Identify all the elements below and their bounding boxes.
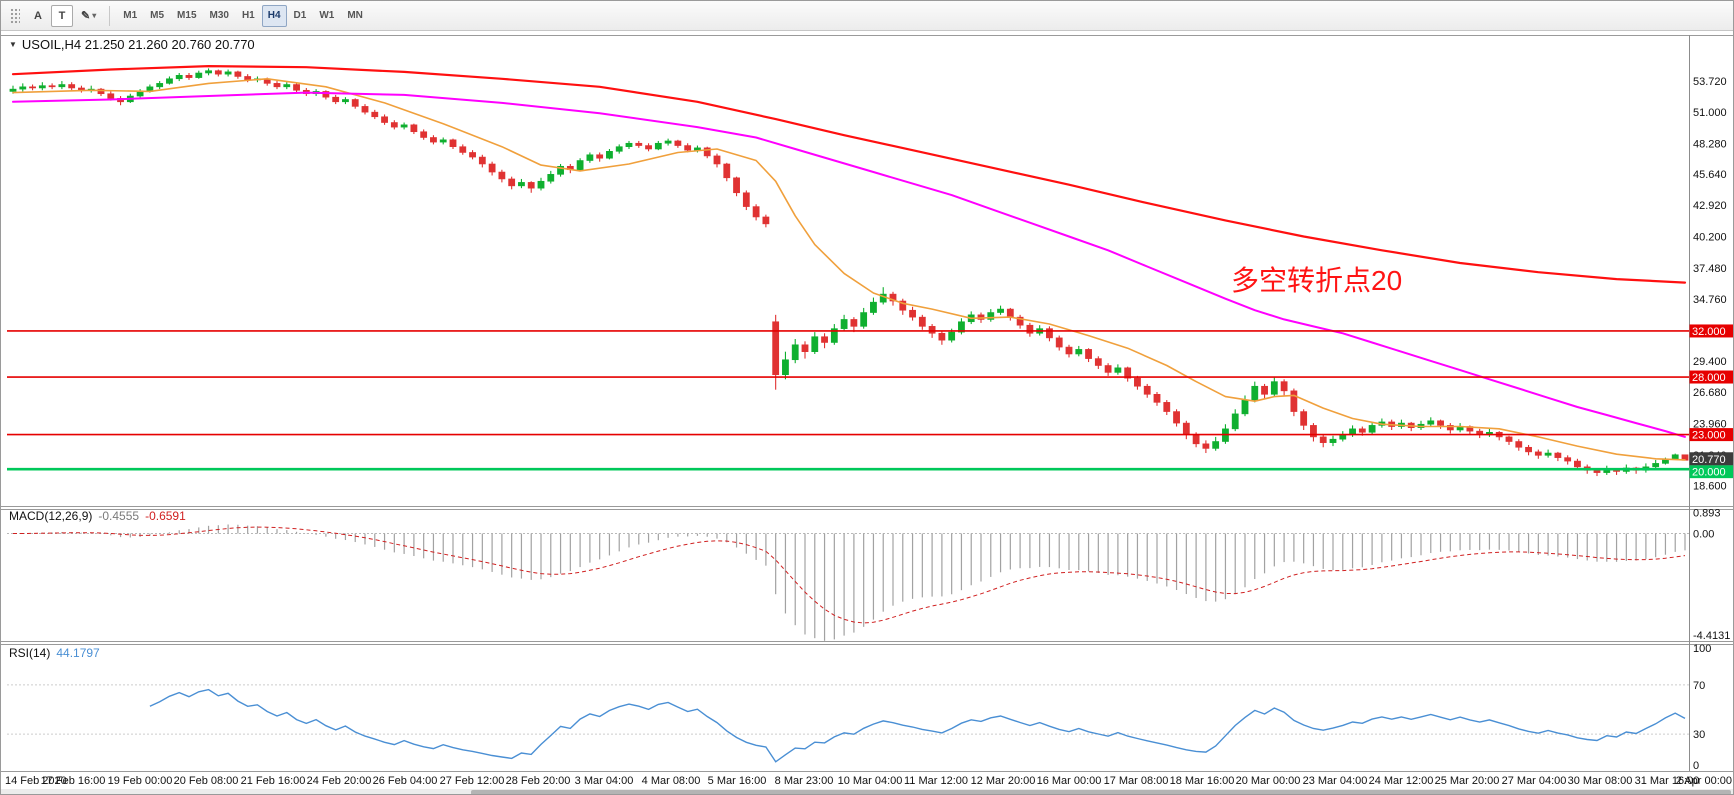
x-axis-label: 30 Mar 08:00 — [1568, 775, 1633, 787]
x-axis-label: 21 Feb 16:00 — [241, 775, 306, 787]
svg-text:40.200: 40.200 — [1693, 232, 1727, 244]
x-axis-label: 3 Mar 04:00 — [575, 775, 634, 787]
svg-text:48.280: 48.280 — [1693, 138, 1727, 150]
x-axis-label: 25 Mar 20:00 — [1435, 775, 1500, 787]
x-axis-label: 18 Mar 16:00 — [1170, 775, 1235, 787]
h-scrollbar-thumb[interactable] — [471, 790, 1731, 795]
text-tool-button[interactable]: T — [51, 4, 73, 27]
svg-text:26.680: 26.680 — [1693, 387, 1727, 399]
timeframe-button-m1[interactable]: M1 — [117, 5, 143, 27]
x-axis-label: 19 Feb 00:00 — [108, 775, 173, 787]
x-axis-label: 11 Mar 12:00 — [904, 775, 968, 787]
x-axis-label: 26 Feb 04:00 — [373, 775, 438, 787]
x-axis-label: 24 Feb 20:00 — [307, 775, 372, 787]
x-axis-label: 5 Mar 16:00 — [708, 775, 767, 787]
timeframe-button-w1[interactable]: W1 — [313, 5, 340, 27]
toolbar-grip-handle[interactable] — [10, 7, 20, 24]
macd-signal-line — [13, 526, 1686, 624]
timeframe-button-m5[interactable]: M5 — [144, 5, 170, 27]
candlestick-series — [9, 68, 1689, 477]
current-price-tag: 20.770 — [1689, 452, 1733, 466]
svg-text:37.480: 37.480 — [1693, 263, 1727, 275]
timeframe-button-h4[interactable]: H4 — [261, 4, 287, 27]
timeframe-button-m30[interactable]: M30 — [204, 5, 235, 27]
x-axis-label: 27 Mar 04:00 — [1502, 775, 1567, 787]
ma-slow-line — [11, 65, 1687, 284]
toolbar-separator — [109, 5, 111, 26]
svg-text:23.960: 23.960 — [1693, 419, 1727, 431]
x-axis-label: 31 Mar 16:00 — [1635, 775, 1700, 787]
svg-text:42.920: 42.920 — [1693, 200, 1727, 212]
svg-text:32.000: 32.000 — [1692, 326, 1726, 338]
svg-text:51.000: 51.000 — [1693, 107, 1727, 119]
x-axis-label: 10 Mar 04:00 — [838, 775, 903, 787]
svg-text:100: 100 — [1693, 643, 1711, 655]
timeframe-button-m15[interactable]: M15 — [171, 5, 202, 27]
x-axis-label: 8 Mar 23:00 — [775, 775, 834, 787]
svg-text:29.400: 29.400 — [1693, 356, 1727, 368]
x-axis-label: 20 Mar 00:00 — [1236, 775, 1301, 787]
svg-text:18.600: 18.600 — [1693, 480, 1727, 492]
price-tag-32.000: 32.000 — [1689, 324, 1733, 338]
svg-text:23.000: 23.000 — [1692, 430, 1726, 442]
chart-window: 53.720 51.000 48.280 45.640 42.920 40.200 37.4… — [1, 31, 1734, 795]
rsi-line — [149, 688, 1686, 763]
svg-text:20.000: 20.000 — [1692, 467, 1726, 479]
rsi-axis-labels: 100 70 30 0 — [1693, 643, 1711, 772]
x-axis-label: 4 Mar 08:00 — [642, 775, 701, 787]
pencil-icon: ✎ — [81, 10, 91, 22]
annotation-text[interactable]: 多空转折点20 — [1231, 265, 1403, 296]
x-axis-label: 24 Mar 12:00 — [1369, 775, 1434, 787]
x-axis-label: 27 Feb 12:00 — [440, 775, 505, 787]
svg-text:30: 30 — [1693, 729, 1705, 741]
svg-text:0.893: 0.893 — [1693, 508, 1721, 520]
timeframe-button-h1[interactable]: H1 — [236, 5, 261, 27]
main-toolbar: A T ✎ ▾ M1 M5 M15 M30 H1 H4 D1 W1 MN — [1, 1, 1733, 31]
x-axis-label: 20 Feb 08:00 — [174, 775, 239, 787]
price-tag-23.000: 23.000 — [1689, 428, 1733, 442]
svg-text:0.00: 0.00 — [1693, 529, 1714, 541]
x-axis-label: 23 Mar 04:00 — [1303, 775, 1368, 787]
chevron-down-icon: ▾ — [92, 11, 97, 20]
price-axis-labels: 53.720 51.000 48.280 45.640 42.920 40.200 37.4… — [1693, 76, 1727, 492]
x-axis-label: 2 Apr 00:00 — [1676, 775, 1732, 787]
timeframe-button-mn[interactable]: MN — [341, 5, 369, 27]
svg-text:-4.4131: -4.4131 — [1693, 630, 1730, 642]
x-axis-label: 14 Feb 2020 — [5, 775, 67, 787]
macd-axis-labels: 0.893 0.00 -4.4131 — [1693, 508, 1730, 642]
timeframe-group: M1 M5 M15 M30 H1 H4 D1 W1 MN — [117, 4, 369, 27]
timeframe-button-d1[interactable]: D1 — [288, 5, 313, 27]
draw-tool-button[interactable]: ✎ ▾ — [75, 5, 102, 27]
svg-text:0: 0 — [1693, 760, 1699, 772]
svg-text:28.000: 28.000 — [1692, 372, 1726, 384]
x-axis-label: 17 Feb 16:00 — [41, 775, 106, 787]
macd-histogram — [22, 524, 1686, 641]
chart-canvas[interactable]: 53.720 51.000 48.280 45.640 42.920 40.200 37.4… — [1, 31, 1734, 795]
svg-text:70: 70 — [1693, 680, 1705, 692]
price-tag-28.000: 28.000 — [1689, 370, 1733, 384]
x-axis-label: 28 Feb 20:00 — [506, 775, 571, 787]
ma-fast-line — [12, 78, 1686, 461]
x-axis-label: 16 Mar 00:00 — [1037, 775, 1102, 787]
price-tag-20.000: 20.000 — [1689, 465, 1733, 479]
font-tool-button[interactable]: A — [27, 5, 49, 27]
svg-text:20.770: 20.770 — [1692, 454, 1726, 466]
svg-text:45.640: 45.640 — [1693, 169, 1727, 181]
svg-text:53.720: 53.720 — [1693, 76, 1727, 88]
ma-medium-line — [12, 91, 1686, 438]
svg-text:34.760: 34.760 — [1693, 294, 1727, 306]
x-axis-label: 17 Mar 08:00 — [1104, 775, 1169, 787]
x-axis-label: 12 Mar 20:00 — [971, 775, 1036, 787]
